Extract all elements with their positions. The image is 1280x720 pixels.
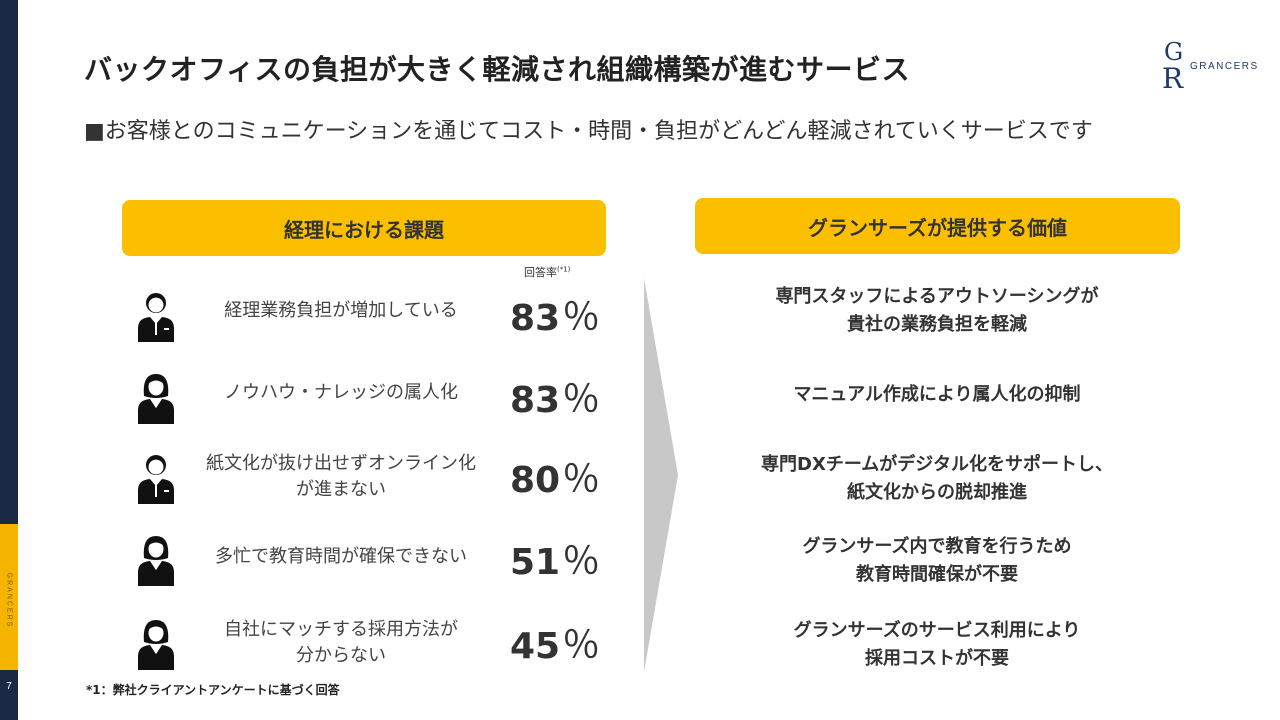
response-rate-value: 83 — [510, 380, 561, 421]
footnote: *1：弊社クライアントアンケートに基づく回答 — [86, 683, 340, 697]
value-item: グランサーズ内で教育を行うため 教育時間確保が不要 — [700, 532, 1174, 590]
percent-sign: ％ — [562, 457, 601, 501]
response-rate: 80％ — [510, 448, 606, 503]
value-item: マニュアル作成により属人化の抑制 — [700, 366, 1174, 424]
grancers-logo: G R GRANCERS — [1160, 38, 1260, 98]
logo-mark-bottom: R — [1162, 62, 1184, 95]
value-text-line-1: マニュアル作成により属人化の抑制 — [793, 384, 1081, 405]
value-text-line-1: グランサーズのサービス利用により — [793, 620, 1081, 641]
response-rate: 51％ — [510, 530, 606, 585]
value-text-line-1: 専門DXチームがデジタル化をサポートし、 — [761, 454, 1113, 475]
value-text-line-2: 貴社の業務負担を軽減 — [846, 314, 1027, 335]
person-female-icon — [134, 618, 178, 670]
value-text-line-1: 専門スタッフによるアウトソーシングが — [775, 286, 1099, 307]
issue-text-line-2: 分からない — [296, 645, 386, 666]
percent-sign: ％ — [562, 295, 601, 339]
logo-mark-top: G — [1164, 38, 1184, 66]
value-text-line-1: グランサーズ内で教育を行うため — [802, 536, 1072, 557]
issue-text: 自社にマッチする採用方法が 分からない — [200, 617, 482, 669]
value-text-line-2: 紙文化からの脱却推進 — [846, 482, 1027, 503]
side-label: GRANCERS — [5, 572, 13, 628]
logo-wordmark: GRANCERS — [1190, 61, 1259, 72]
response-rate-value: 83 — [510, 298, 561, 339]
issue-text-line-1: 紙文化が抜け出せずオンライン化 — [206, 453, 476, 474]
page-title: バックオフィスの負担が大きく軽減され組織構築が進むサービス — [84, 53, 910, 86]
person-male-icon — [134, 290, 178, 342]
response-rate: 45％ — [510, 614, 606, 669]
issue-text: 経理業務負担が増加している — [200, 285, 482, 337]
value-header: グランサーズが提供する価値 — [695, 198, 1180, 254]
issue-text: ノウハウ・ナレッジの属人化 — [200, 367, 482, 419]
value-item: 専門DXチームがデジタル化をサポートし、 紙文化からの脱却推進 — [700, 450, 1174, 508]
response-rate: 83％ — [510, 286, 606, 341]
issue-text: 紙文化が抜け出せずオンライン化 が進まない — [200, 451, 482, 503]
person-male-icon — [134, 452, 178, 504]
page-number: 7 — [6, 681, 12, 692]
issue-text-line-1: 多忙で教育時間が確保できない — [215, 546, 467, 567]
response-rate-value: 80 — [510, 460, 561, 501]
issue-text-line-1: 自社にマッチする採用方法が — [224, 619, 458, 640]
response-rate-value: 45 — [510, 626, 561, 667]
page-subtitle: ■お客様とのコミュニケーションを通じてコスト・時間・負担がどんどん軽減されていく… — [84, 119, 1093, 144]
value-text-line-2: 採用コストが不要 — [865, 648, 1009, 669]
value-item: 専門スタッフによるアウトソーシングが 貴社の業務負担を軽減 — [700, 282, 1174, 340]
rate-label: 回答率(*1) — [524, 265, 571, 279]
response-rate-value: 51 — [510, 542, 561, 583]
issue-text-line-1: 経理業務負担が増加している — [224, 300, 458, 321]
percent-sign: ％ — [562, 623, 601, 667]
issues-header: 経理における課題 — [122, 200, 606, 256]
person-female-icon — [134, 534, 178, 586]
issue-text: 多忙で教育時間が確保できない — [200, 531, 482, 583]
value-text-line-2: 教育時間確保が不要 — [855, 564, 1018, 585]
person-female-icon — [134, 372, 178, 424]
percent-sign: ％ — [562, 377, 601, 421]
issue-text-line-2: が進まない — [296, 479, 386, 500]
value-item: グランサーズのサービス利用により 採用コストが不要 — [700, 616, 1174, 674]
chevron-right-icon — [644, 278, 678, 672]
response-rate: 83％ — [510, 368, 606, 423]
percent-sign: ％ — [562, 539, 601, 583]
issue-text-line-1: ノウハウ・ナレッジの属人化 — [224, 382, 458, 403]
side-accent — [0, 524, 18, 670]
